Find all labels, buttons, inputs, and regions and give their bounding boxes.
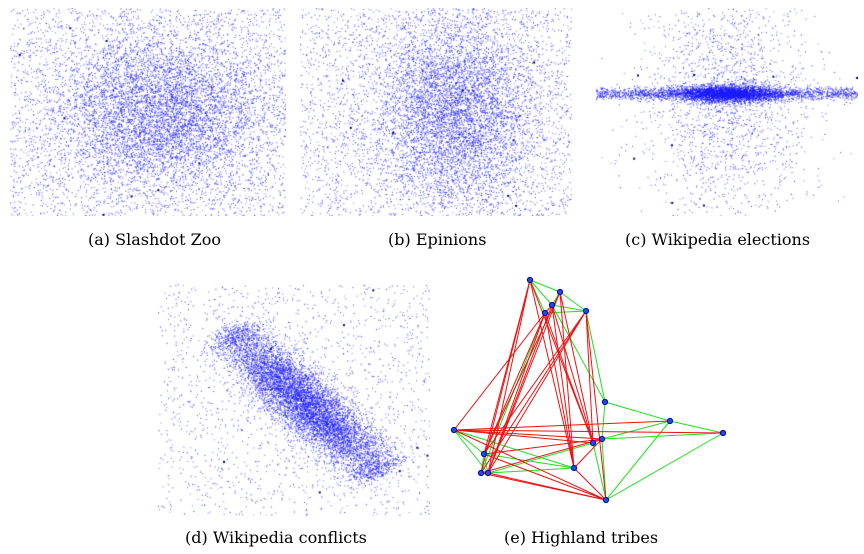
positive-edge-n6-n14	[601, 401, 606, 440]
caption-wikipedia-elections: (c) Wikipedia elections	[625, 230, 811, 249]
negative-edge-n13-n14	[573, 438, 603, 469]
negative-edge-n4-n13	[544, 312, 575, 469]
node-n6	[601, 398, 609, 406]
scatter-plot-wikipedia-conflicts	[158, 284, 430, 516]
node-n9	[450, 426, 458, 434]
positive-edge-n3-n5	[551, 304, 587, 312]
node-n3	[548, 301, 556, 309]
positive-edge-n7-n14	[601, 420, 671, 440]
positive-edge-n12-n13	[487, 467, 575, 474]
panel-epinions	[300, 8, 572, 216]
negative-edge-n5-n11	[480, 310, 587, 474]
positive-edge-n9-n10	[453, 429, 485, 455]
negative-edge-n12-n16	[487, 472, 607, 501]
negative-edge-n10-n16	[483, 453, 607, 501]
node-n2	[556, 288, 564, 296]
node-n8	[719, 429, 727, 437]
positive-edge-n5-n6	[585, 310, 606, 403]
negative-edge-n3-n15	[551, 304, 594, 444]
negative-edge-n11-n14	[480, 438, 603, 474]
caption-wikipedia-conflicts: (d) Wikipedia conflicts	[185, 528, 367, 547]
negative-edge-n2-n13	[559, 291, 575, 469]
positive-edge-n3-n6	[551, 304, 606, 403]
panel-slashdot-zoo	[10, 8, 286, 216]
positive-edges	[453, 279, 724, 501]
positive-edge-n2-n5	[559, 291, 587, 312]
node-n10	[480, 450, 488, 458]
node-n1	[526, 276, 534, 284]
negative-edge-n5-n12	[487, 310, 587, 474]
negative-edge-n1-n12	[487, 279, 531, 474]
negative-edge-n9-n7	[453, 420, 671, 431]
negative-edge-n9-n14	[453, 429, 603, 440]
network-highland-tribes	[450, 276, 727, 504]
scatter-plot-slashdot-zoo	[10, 8, 286, 216]
negative-edge-n13-n16	[573, 467, 607, 501]
panel-wikipedia-conflicts	[158, 284, 430, 516]
positive-edge-n15-n16	[592, 442, 607, 501]
network-nodes	[450, 276, 727, 504]
caption-epinions: (b) Epinions	[388, 230, 487, 249]
positive-edge-n8-n16	[605, 432, 724, 501]
negative-edge-n4-n15	[544, 312, 594, 444]
node-n4	[541, 309, 549, 317]
positive-edge-n8-n14	[601, 432, 724, 440]
caption-highland-tribes: (e) Highland tribes	[504, 528, 659, 547]
node-n11	[477, 469, 485, 477]
caption-slashdot-zoo: (a) Slashdot Zoo	[88, 230, 222, 249]
negative-edge-n4-n12	[487, 312, 546, 474]
negative-edge-n9-n8	[453, 429, 724, 434]
node-n7	[666, 417, 674, 425]
scatter-plot-epinions	[300, 8, 572, 216]
negative-edge-n10-n14	[483, 438, 603, 455]
positive-edge-n1-n3	[529, 279, 553, 306]
node-n15	[589, 439, 597, 447]
positive-edge-n1-n2	[529, 279, 561, 293]
node-n12	[484, 469, 492, 477]
negative-edges	[453, 279, 724, 501]
node-n16	[602, 496, 610, 504]
scatter-plot-wikipedia-elections	[596, 8, 858, 216]
node-n13	[570, 464, 578, 472]
positive-edge-n7-n16	[605, 420, 671, 501]
negative-edge-n5-n16	[585, 310, 607, 501]
negative-edge-n4-n9	[453, 312, 546, 431]
negative-edge-n2-n15	[559, 291, 594, 444]
positive-edge-n12-n15	[487, 442, 594, 474]
negative-edge-n9-n15	[453, 429, 594, 444]
negative-edge-n9-n16	[453, 429, 607, 501]
positive-edge-n6-n7	[604, 401, 671, 422]
panel-wikipedia-elections	[596, 8, 858, 216]
positive-edge-n9-n13	[453, 429, 575, 469]
negative-edge-n5-n15	[585, 310, 594, 444]
node-n5	[582, 307, 590, 315]
positive-edge-n7-n8	[669, 420, 724, 434]
node-n14	[598, 435, 606, 443]
negative-edge-n1-n11	[480, 279, 531, 474]
